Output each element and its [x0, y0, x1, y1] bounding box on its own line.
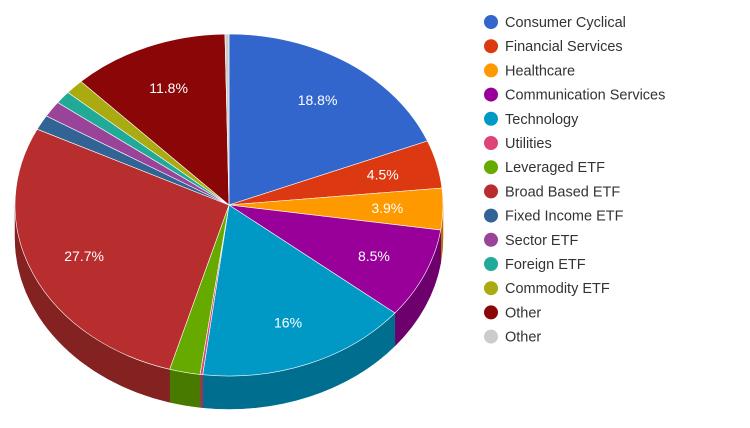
pie-side-leveraged-etf-6 [169, 368, 201, 408]
legend-label: Broad Based ETF [505, 184, 620, 200]
legend-swatch [484, 15, 498, 29]
legend-swatch [484, 87, 498, 102]
pie-slice-other-12[interactable] [80, 33, 230, 206]
legend-item-communication-services-3[interactable]: Communication Services [484, 87, 665, 104]
pie-slice-labels: 18.8% 4.5% 3.9% 8.5% 16% 27.7% 11.8% [64, 80, 403, 330]
pie-3d-sides [14, 204, 444, 410]
legend-item-utilities-5[interactable]: Utilities [484, 136, 552, 152]
pie-slice-label-other-12: 11.8% [149, 80, 188, 96]
pie-slice-label-financial-services-1: 4.5% [367, 167, 399, 183]
legend-label: Fixed Income ETF [505, 209, 624, 225]
legend-swatch [484, 39, 498, 54]
legend-item-other-13[interactable]: Other [484, 329, 541, 346]
legend-label: Healthcare [505, 63, 575, 79]
pie-slice-communication-services-3[interactable] [228, 204, 442, 314]
legend-label: Other [505, 330, 541, 346]
pie-side-utilities-5 [199, 374, 203, 408]
legend-item-fixed-income-etf-8[interactable]: Fixed Income ETF [484, 208, 624, 225]
pie-slice-label-healthcare-2: 3.9% [371, 200, 403, 216]
legend: Consumer Cyclical Financial Services Healt… [484, 15, 665, 346]
legend-item-foreign-etf-10[interactable]: Foreign ETF [484, 257, 586, 273]
legend-label: Foreign ETF [505, 257, 586, 273]
legend-swatch [484, 329, 498, 344]
legend-item-financial-services-1[interactable]: Financial Services [484, 39, 623, 55]
legend-item-broad-based-etf-7[interactable]: Broad Based ETF [484, 184, 620, 200]
legend-label: Other [505, 305, 541, 321]
legend-swatch [484, 208, 498, 223]
pie-slice-label-communication-services-3: 8.5% [358, 248, 390, 264]
legend-item-other-12[interactable]: Other [484, 305, 541, 321]
pie-slice-label-technology-4: 16% [274, 314, 302, 330]
legend-swatch [484, 111, 498, 126]
legend-swatch [484, 281, 498, 296]
legend-item-healthcare-2[interactable]: Healthcare [484, 63, 575, 79]
legend-item-leveraged-etf-6[interactable]: Leveraged ETF [484, 160, 605, 176]
legend-swatch [484, 232, 498, 247]
legend-swatch [484, 160, 498, 175]
legend-label: Commodity ETF [505, 281, 610, 297]
legend-item-sector-etf-9[interactable]: Sector ETF [484, 232, 578, 249]
pie-slice-label-consumer-cyclical-0: 18.8% [298, 92, 338, 108]
legend-label: Financial Services [505, 39, 623, 55]
legend-item-consumer-cyclical-0[interactable]: Consumer Cyclical [484, 15, 626, 31]
legend-swatch [484, 136, 498, 150]
legend-swatch [484, 257, 498, 271]
legend-label: Leveraged ETF [505, 160, 605, 176]
legend-label: Utilities [505, 136, 552, 152]
legend-label: Consumer Cyclical [505, 15, 626, 31]
legend-label: Communication Services [505, 88, 665, 104]
legend-item-technology-4[interactable]: Technology [484, 111, 579, 128]
pie-slice-other-13[interactable] [224, 33, 230, 206]
legend-label: Sector ETF [505, 233, 578, 249]
legend-swatch [484, 184, 498, 199]
legend-swatch [484, 305, 498, 320]
pie-slice-label-broad-based-etf-7: 27.7% [64, 248, 104, 264]
pie-slice-broad-based-etf-7[interactable] [14, 128, 230, 370]
legend-swatch [484, 63, 498, 78]
legend-item-commodity-etf-11[interactable]: Commodity ETF [484, 281, 610, 297]
pie-top-faces [14, 33, 444, 377]
pie-slice-technology-4[interactable] [202, 204, 396, 377]
pie-slice-consumer-cyclical-0[interactable] [228, 33, 428, 206]
legend-label: Technology [505, 112, 579, 128]
